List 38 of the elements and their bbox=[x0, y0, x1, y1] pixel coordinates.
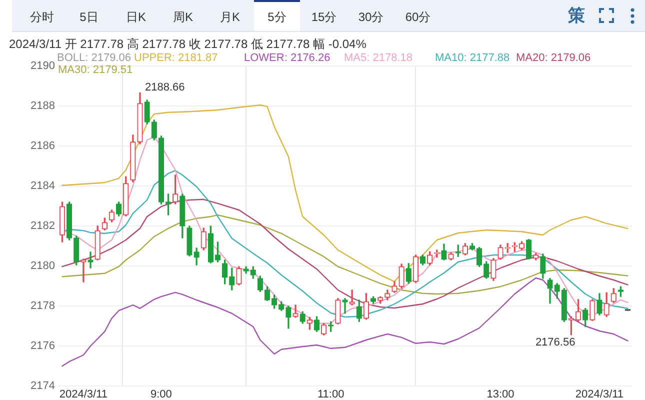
y-tick-label: 2190 bbox=[30, 60, 55, 72]
y-tick-label: 2178 bbox=[30, 300, 55, 312]
y-tick-label: 2176 bbox=[30, 340, 55, 352]
candlestick bbox=[342, 298, 348, 314]
text: 60分 bbox=[405, 10, 431, 24]
x-tick-label: 13:00 bbox=[486, 388, 514, 400]
text: MA10: 2177.88 bbox=[435, 52, 510, 65]
candlestick bbox=[80, 258, 86, 282]
text: 15分 bbox=[311, 10, 337, 24]
x-tick-label: 2024/3/11 bbox=[575, 388, 624, 400]
candlestick bbox=[349, 290, 355, 306]
annotation: 2188.66 bbox=[145, 81, 185, 94]
text: 分时 bbox=[30, 10, 54, 24]
text: 5日 bbox=[80, 10, 98, 24]
y-tick-label: 2174 bbox=[30, 380, 55, 392]
text: BOLL: 2179.06 bbox=[57, 52, 132, 65]
text: 30分 bbox=[358, 10, 384, 24]
text: MA5: 2178.18 bbox=[344, 52, 412, 65]
y-tick-label: 2186 bbox=[30, 140, 55, 152]
y-tick-label: 2180 bbox=[30, 260, 55, 272]
text: 策 bbox=[568, 6, 585, 26]
text: 周K bbox=[172, 10, 193, 24]
text: UPPER: 2181.87 bbox=[134, 52, 218, 65]
text: LOWER: 2176.26 bbox=[244, 52, 330, 65]
y-tick-label: 2188 bbox=[30, 100, 55, 112]
text: MA30: 2179.51 bbox=[58, 64, 133, 77]
text: 日K bbox=[126, 10, 146, 24]
tab: 5分 bbox=[254, 0, 300, 31]
x-tick-label: 2024/3/11 bbox=[59, 388, 108, 400]
x-tick-label: 11:00 bbox=[318, 388, 344, 400]
y-tick-label: 2182 bbox=[30, 220, 55, 232]
text: MA20: 2179.06 bbox=[516, 52, 591, 65]
x-tick-label: 9:00 bbox=[150, 388, 172, 400]
candlestick bbox=[88, 252, 94, 268]
annotation: 2176.56 bbox=[535, 336, 576, 348]
text: 月K bbox=[220, 10, 240, 24]
text: 2024/3/11 开 2177.78 高 2177.78 收 2177.78 低 2177.78 幅 -0.04% bbox=[9, 37, 366, 51]
y-tick-label: 2184 bbox=[30, 180, 55, 192]
